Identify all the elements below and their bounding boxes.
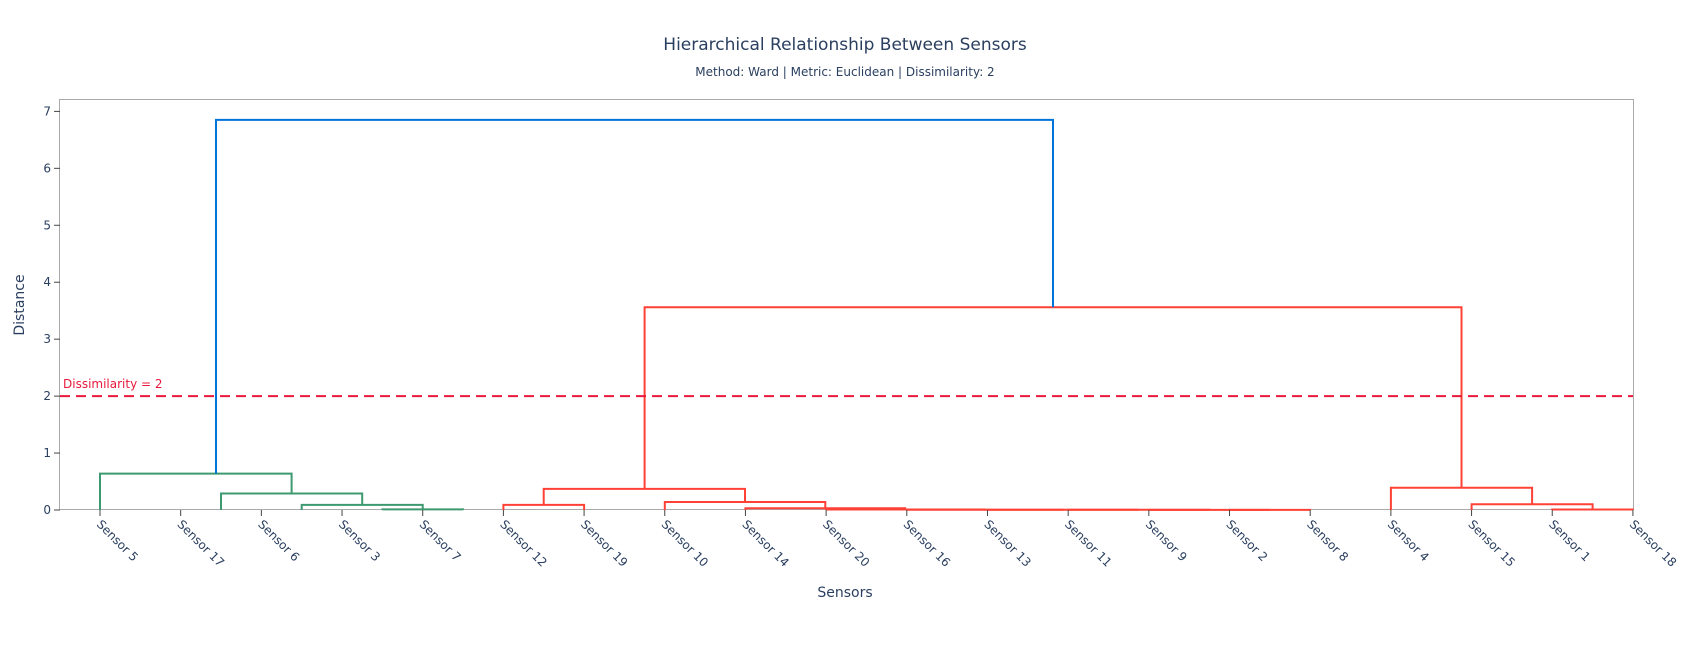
- x-tick-label-2: Sensor 6: [255, 517, 302, 564]
- dendrogram-link-10: [825, 508, 987, 511]
- x-tick-label-3: Sensor 3: [336, 517, 383, 564]
- plot-frame: [59, 99, 1634, 510]
- dendrogram-link-18: [215, 118, 1054, 474]
- x-tick-label-12: Sensor 11: [1062, 517, 1114, 569]
- x-tick-label-19: Sensor 18: [1627, 517, 1679, 569]
- x-tick-label-6: Sensor 19: [578, 517, 630, 569]
- y-tick-label-5: 5: [43, 218, 51, 232]
- x-tick-label-11: Sensor 13: [981, 517, 1033, 569]
- x-tick-label-4: Sensor 7: [417, 517, 464, 564]
- x-tick-label-10: Sensor 16: [901, 517, 953, 569]
- y-tick-label-3: 3: [43, 332, 51, 346]
- dendrogram-link-14: [1551, 508, 1634, 511]
- y-tick-label-1: 1: [43, 446, 51, 460]
- y-axis-ticks: 0 1 2 3 4 5 6 7: [43, 104, 60, 517]
- y-tick-label-6: 6: [43, 161, 51, 175]
- chart-subtitle: Method: Ward | Metric: Euclidean | Dissi…: [695, 65, 994, 79]
- y-tick-label-4: 4: [43, 275, 51, 289]
- x-tick-label-18: Sensor 1: [1546, 517, 1593, 564]
- x-tick-label-17: Sensor 15: [1465, 517, 1517, 569]
- chart-title: Hierarchical Relationship Between Sensor…: [663, 35, 1027, 55]
- x-tick-label-8: Sensor 14: [739, 517, 791, 569]
- dendrogram-link-0: [381, 508, 465, 511]
- x-tick-label-9: Sensor 20: [820, 517, 872, 569]
- dendrogram-link-3: [99, 472, 293, 510]
- x-tick-label-7: Sensor 10: [659, 517, 711, 569]
- dendrogram-link-2: [220, 492, 364, 510]
- y-tick-label-2: 2: [43, 389, 51, 403]
- y-axis-title: Distance: [12, 274, 28, 335]
- links-layer: [99, 118, 1634, 511]
- y-tick-label-0: 0: [43, 503, 51, 517]
- x-tick-label-14: Sensor 2: [1223, 517, 1270, 564]
- x-tick-label-13: Sensor 9: [1143, 517, 1190, 564]
- threshold-label: Dissimilarity = 2: [63, 377, 163, 391]
- x-axis-title: Sensors: [817, 585, 872, 601]
- x-tick-label-16: Sensor 4: [1385, 517, 1432, 564]
- x-tick-label-5: Sensor 12: [497, 517, 549, 569]
- x-tick-label-0: Sensor 5: [94, 517, 141, 564]
- dendrogram-link-17: [643, 306, 1463, 489]
- x-tick-label-1: Sensor 17: [175, 517, 227, 569]
- x-tick-label-15: Sensor 8: [1304, 517, 1351, 564]
- x-axis-ticks: Sensor 5 Sensor 17 Sensor 6 Sensor 3 Sensor …: [94, 510, 1679, 570]
- y-tick-label-7: 7: [43, 104, 51, 118]
- dendrogram-link-16: [1389, 486, 1534, 510]
